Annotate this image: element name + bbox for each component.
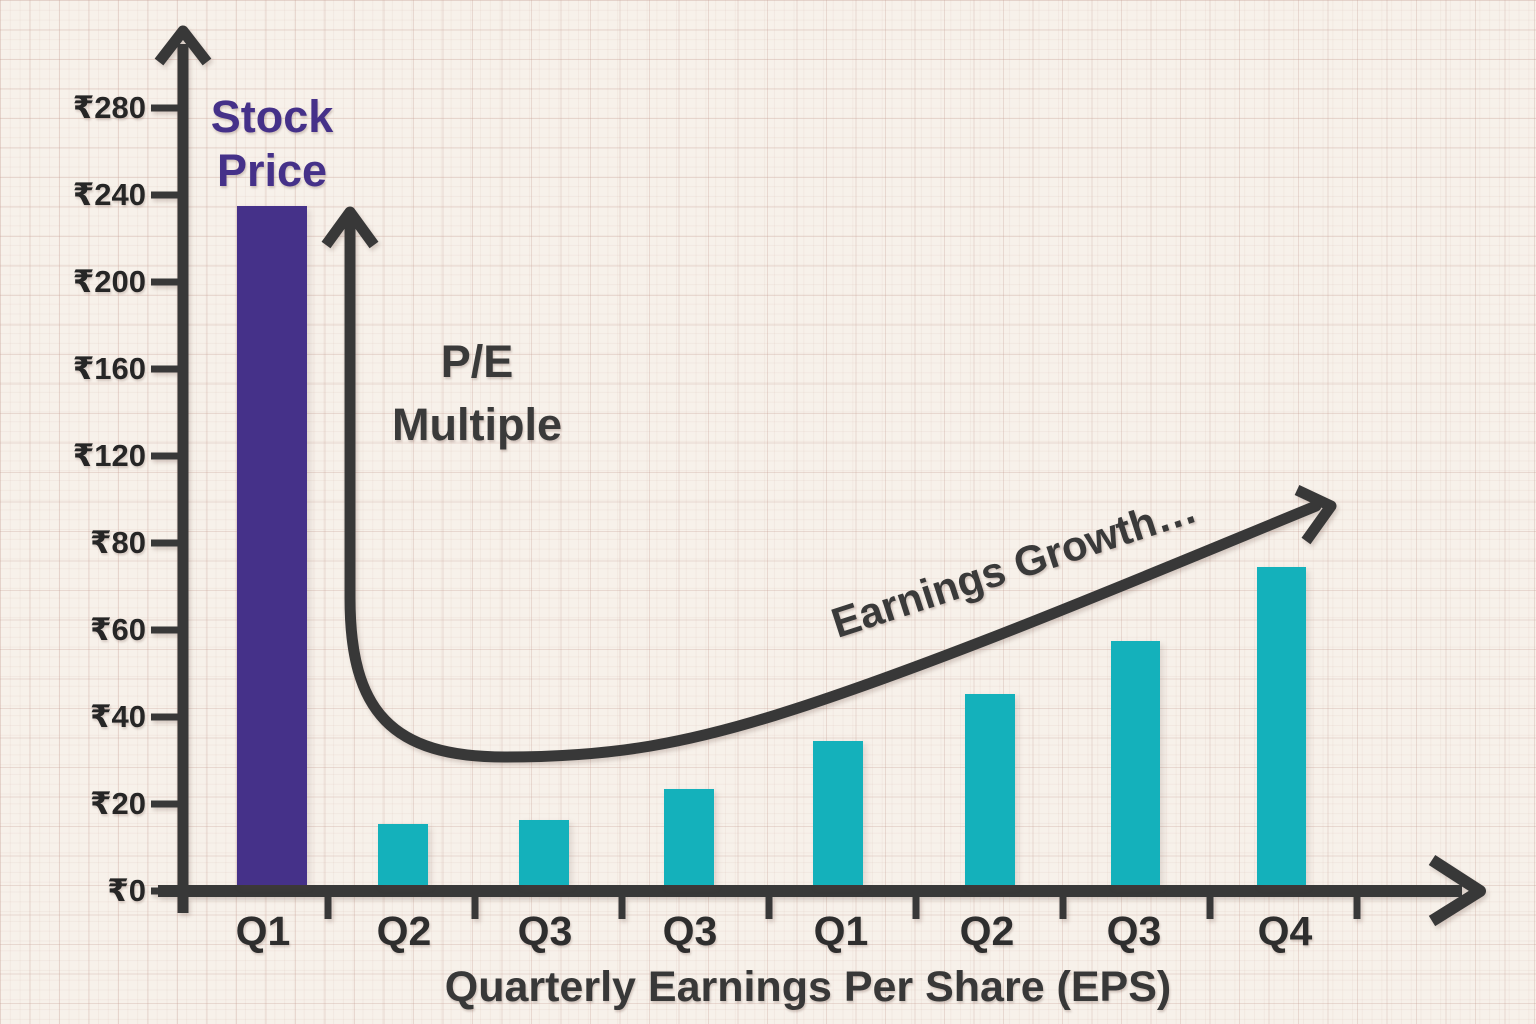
x-axis-tick-label: Q1 bbox=[813, 908, 869, 954]
y-axis-tick-label: ₹80 bbox=[89, 525, 146, 560]
x-axis-tick-label: Q3 bbox=[517, 908, 573, 954]
eps-bar bbox=[813, 741, 863, 885]
x-axis-tick-label: Q2 bbox=[376, 908, 432, 954]
x-axis-tick-label: Q3 bbox=[662, 908, 718, 954]
eps-bar bbox=[1256, 567, 1306, 885]
stock-price-annotation: Stock Price bbox=[210, 91, 334, 196]
x-axis-tick-label: Q1 bbox=[235, 908, 291, 954]
y-axis-tick-label: ₹20 bbox=[89, 786, 146, 821]
stock-price-bar bbox=[237, 206, 307, 885]
eps-bar bbox=[519, 819, 569, 885]
eps-bar bbox=[1110, 641, 1160, 885]
eps-bar bbox=[664, 789, 714, 885]
pe-to-earnings-curve bbox=[344, 208, 1322, 763]
x-axis-tick-label: Q4 bbox=[1257, 908, 1313, 954]
y-axis-tick-label: ₹240 bbox=[72, 177, 146, 212]
x-axis-arrowhead-icon bbox=[1428, 854, 1486, 927]
pe-multiple-annotation: P/E Multiple bbox=[392, 336, 562, 450]
y-axis-tick-label: ₹40 bbox=[89, 699, 146, 734]
y-axis-arrowhead-icon bbox=[154, 25, 212, 66]
y-axis-tick-label: ₹120 bbox=[72, 438, 146, 473]
x-axis-tick-label: Q2 bbox=[959, 908, 1015, 954]
x-axis-title: Quarterly Earnings Per Share (EPS) bbox=[444, 963, 1172, 1011]
y-axis-tick-label: ₹60 bbox=[89, 612, 146, 647]
pe-multiple-arrowhead-icon bbox=[321, 206, 379, 249]
earnings-growth-arrowhead-icon bbox=[1294, 485, 1337, 545]
y-axis-tick-label: ₹280 bbox=[72, 90, 146, 125]
eps-bar bbox=[378, 824, 428, 885]
x-axis-tick-label: Q3 bbox=[1106, 908, 1162, 954]
y-axis-tick-label: ₹0 bbox=[107, 873, 146, 908]
y-axis-tick-label: ₹200 bbox=[72, 264, 146, 299]
y-axis-tick-label: ₹160 bbox=[72, 351, 146, 386]
eps-bar bbox=[965, 693, 1015, 885]
